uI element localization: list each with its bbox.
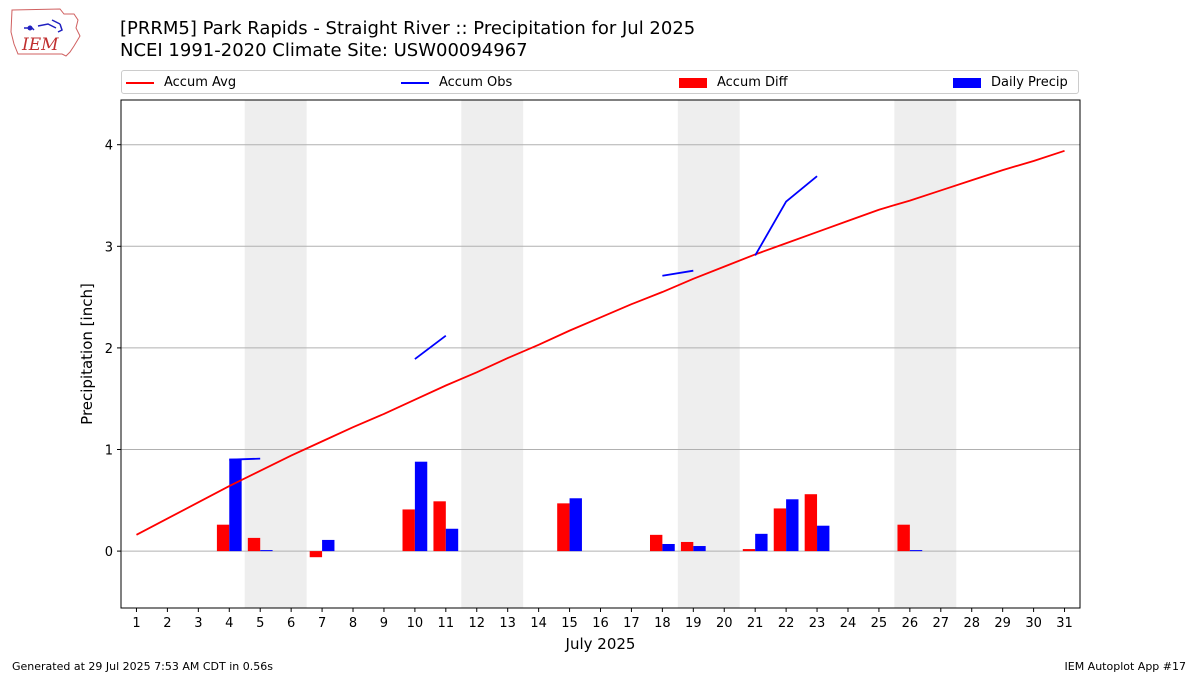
- daily-precip-bar: [322, 539, 335, 552]
- daily-precip-bar: [229, 458, 242, 552]
- x-tick-label: 9: [380, 616, 388, 631]
- accum-diff-bar: [649, 534, 663, 552]
- legend-label: Accum Avg: [164, 75, 237, 90]
- x-tick-label: 29: [994, 616, 1011, 631]
- legend-swatch: [953, 77, 981, 88]
- accum-diff-bar: [247, 537, 261, 552]
- x-tick-label: 15: [561, 616, 578, 631]
- legend-item-daily-precip: Daily Precip: [953, 74, 1068, 91]
- x-tick-label: 17: [623, 616, 640, 631]
- accum-obs-line: [754, 175, 818, 256]
- legend-swatch: [679, 77, 707, 88]
- accum-diff-bar: [216, 524, 230, 552]
- y-tick-label: 4: [105, 139, 113, 154]
- x-tick-label: 26: [902, 616, 919, 631]
- weekend-shade: [461, 100, 524, 608]
- weekend-shade: [677, 100, 740, 608]
- accum-avg-line: [136, 149, 1065, 536]
- daily-precip-bar: [817, 525, 830, 552]
- iem-logo: IEM: [10, 8, 81, 57]
- daily-precip-bar: [786, 499, 799, 552]
- x-tick-label: 3: [194, 616, 202, 631]
- station-icon: [27, 25, 33, 31]
- accum-diff-bar: [773, 508, 787, 552]
- accum-diff-bar: [804, 494, 818, 552]
- x-tick-label: 12: [468, 616, 485, 631]
- daily-precip-bar: [445, 528, 459, 552]
- accum-diff-bar: [309, 551, 323, 558]
- accum-diff-bar: [557, 503, 570, 552]
- x-tick-label: 6: [287, 616, 295, 631]
- logo-text: IEM: [21, 35, 59, 55]
- y-axis-label: Precipitation [inch]: [78, 283, 96, 425]
- x-axis-label: July 2025: [565, 635, 636, 653]
- x-tick-label: 7: [318, 616, 326, 631]
- x-tick-label: 28: [963, 616, 980, 631]
- daily-precip-bar: [569, 498, 582, 552]
- plot-frame: [120, 99, 1081, 609]
- x-tick-label: 27: [933, 616, 950, 631]
- legend-swatch: [401, 81, 429, 84]
- daily-precip-bar: [414, 461, 428, 552]
- accum-diff-bar: [897, 524, 910, 552]
- weekend-shade: [894, 100, 957, 608]
- x-tick-label: 23: [809, 616, 826, 631]
- legend-item-accum-avg: Accum Avg: [126, 74, 236, 91]
- x-tick-label: 2: [163, 616, 171, 631]
- x-tick-label: 18: [654, 616, 671, 631]
- x-tick-label: 22: [778, 616, 795, 631]
- x-tick-label: 31: [1056, 616, 1073, 631]
- daily-precip-bar: [755, 533, 768, 552]
- daily-precip-bar: [662, 543, 675, 552]
- legend-label: Accum Obs: [439, 75, 513, 90]
- accum-diff-bar: [742, 549, 756, 552]
- x-tick-label: 13: [499, 616, 516, 631]
- x-tick-label: 21: [747, 616, 764, 631]
- x-tick-label: 16: [592, 616, 609, 631]
- accum-diff-bar: [680, 541, 694, 552]
- x-tick-label: 1: [132, 616, 140, 631]
- title-line-1: [PRRM5] Park Rapids - Straight River :: …: [120, 18, 696, 39]
- accum-diff-bar: [433, 501, 446, 552]
- accum-diff-bar: [402, 509, 415, 552]
- x-tick-label: 14: [530, 616, 547, 631]
- y-tick-label: 1: [105, 444, 113, 459]
- daily-precip-bar: [693, 546, 706, 552]
- x-tick-label: 10: [407, 616, 424, 631]
- x-tick-label: 30: [1025, 616, 1042, 631]
- legend-label: Daily Precip: [991, 75, 1068, 90]
- y-tick-label: 0: [105, 545, 113, 560]
- x-tick-label: 24: [840, 616, 857, 631]
- y-tick-label: 3: [105, 240, 113, 255]
- x-tick-label: 19: [685, 616, 702, 631]
- x-tick-label: 8: [349, 616, 357, 631]
- x-tick-label: 25: [871, 616, 888, 631]
- x-tick-label: 20: [716, 616, 733, 631]
- footer-app-id: IEM Autoplot App #17: [1064, 660, 1187, 673]
- legend-item-accum-diff: Accum Diff: [679, 74, 788, 91]
- title-line-2: NCEI 1991-2020 Climate Site: USW00094967: [120, 40, 528, 61]
- y-tick-label: 2: [105, 342, 113, 357]
- accum-obs-line: [229, 457, 261, 461]
- weekend-shade: [244, 100, 307, 608]
- x-tick-label: 5: [256, 616, 264, 631]
- legend-item-accum-obs: Accum Obs: [401, 74, 512, 91]
- legend-label: Accum Diff: [717, 75, 788, 90]
- chart-legend: Accum Avg Accum Obs Accum Diff Daily Pre…: [121, 70, 1079, 94]
- footer-generated: Generated at 29 Jul 2025 7:53 AM CDT in …: [12, 660, 273, 673]
- daily-precip-bar: [909, 550, 923, 552]
- accum-obs-line: [662, 269, 694, 277]
- chart-title: [PRRM5] Park Rapids - Straight River :: …: [120, 18, 695, 62]
- legend-swatch: [126, 81, 154, 84]
- x-tick-label: 11: [438, 616, 455, 631]
- accum-obs-line: [414, 334, 447, 360]
- daily-precip-bar: [260, 550, 273, 552]
- x-tick-label: 4: [225, 616, 233, 631]
